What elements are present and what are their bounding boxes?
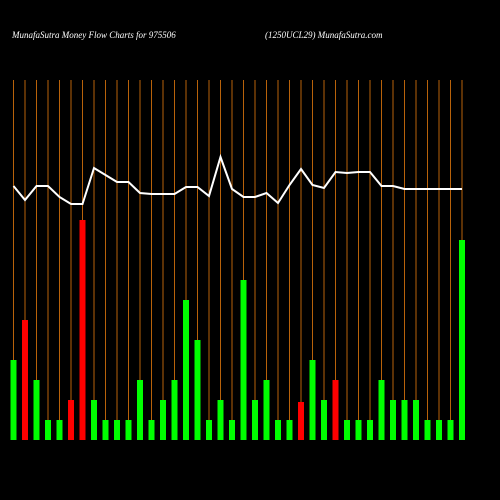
bar: [183, 300, 189, 440]
bar: [240, 280, 247, 440]
bar: [459, 240, 465, 440]
bar: [447, 420, 454, 440]
bar: [125, 420, 132, 440]
bar: [309, 360, 316, 440]
bar: [424, 420, 431, 440]
bar: [344, 420, 350, 440]
bar: [171, 380, 178, 440]
bar: [10, 360, 17, 440]
bar: [217, 400, 224, 440]
bar: [286, 420, 293, 440]
bar: [355, 420, 362, 440]
bar: [252, 400, 258, 440]
bar: [390, 400, 396, 440]
bar: [114, 420, 120, 440]
bar: [229, 420, 235, 440]
bar: [206, 420, 212, 440]
bar: [321, 400, 327, 440]
bar: [401, 400, 408, 440]
bar: [137, 380, 143, 440]
bar: [79, 220, 86, 440]
bar: [436, 420, 442, 440]
bar: [148, 420, 155, 440]
bar: [45, 420, 51, 440]
bar: [194, 340, 201, 440]
bar: [68, 400, 74, 440]
bar: [413, 400, 419, 440]
bar: [378, 380, 385, 440]
bar: [33, 380, 40, 440]
chart-subtitle: (1250UCL29) MunafaSutra.com: [265, 30, 383, 40]
bar: [160, 400, 166, 440]
chart-title: MunafaSutra Money Flow Charts for 975506: [11, 30, 176, 40]
line: [12, 153, 462, 205]
bar: [332, 380, 339, 440]
bar: [56, 420, 63, 440]
bar: [263, 380, 270, 440]
bar: [91, 400, 97, 440]
bar: [22, 320, 28, 440]
bar: [102, 420, 109, 440]
bar: [367, 420, 373, 440]
bar: [298, 402, 304, 440]
bar: [275, 420, 281, 440]
